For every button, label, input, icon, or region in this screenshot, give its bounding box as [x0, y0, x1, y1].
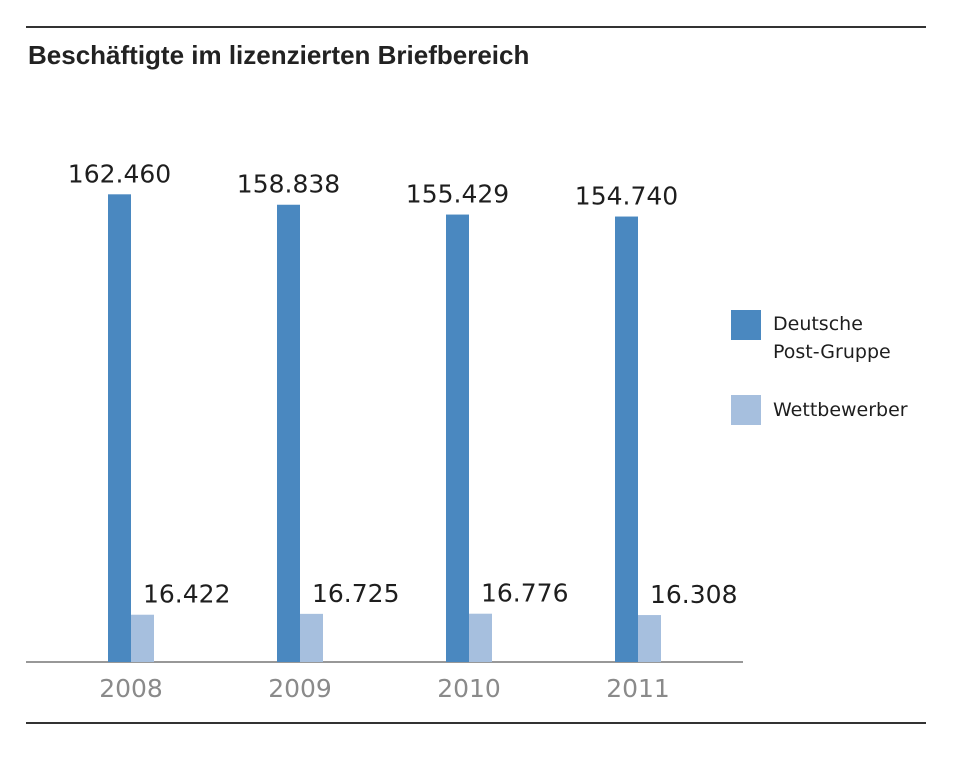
data-label: 158.838 [237, 170, 340, 199]
x-tick-label: 2008 [99, 674, 163, 703]
bar-wettbewerber-2008 [131, 614, 154, 662]
bar-wettbewerber-2010 [469, 613, 492, 662]
legend-label: Wettbewerber [773, 399, 908, 421]
bar-deutsche-post-2011 [615, 216, 638, 662]
bottom-rule [26, 722, 926, 724]
data-label: 16.308 [650, 580, 737, 609]
data-label: 16.725 [312, 579, 399, 608]
chart-title: Beschäftigte im lizenzierten Briefbereic… [28, 40, 530, 70]
x-tick-label: 2009 [268, 674, 332, 703]
top-rule [26, 26, 926, 28]
bar-deutsche-post-2010 [446, 214, 469, 663]
bar-wettbewerber-2011 [638, 615, 661, 662]
data-label: 154.740 [575, 182, 678, 211]
bar-deutsche-post-2009 [277, 204, 300, 663]
x-tick-label: 2011 [606, 674, 670, 703]
legend-label: Deutsche [773, 313, 863, 335]
bar-deutsche-post-2008 [108, 194, 131, 662]
x-tick-label: 2010 [437, 674, 501, 703]
data-label: 16.422 [143, 580, 230, 609]
bar-wettbewerber-2009 [300, 613, 323, 662]
legend-swatch [731, 310, 761, 340]
data-label: 16.776 [481, 579, 568, 608]
legend-label: Post-Gruppe [773, 341, 891, 363]
legend-swatch [731, 395, 761, 425]
data-label: 162.460 [68, 159, 171, 188]
data-label: 155.429 [406, 180, 509, 209]
